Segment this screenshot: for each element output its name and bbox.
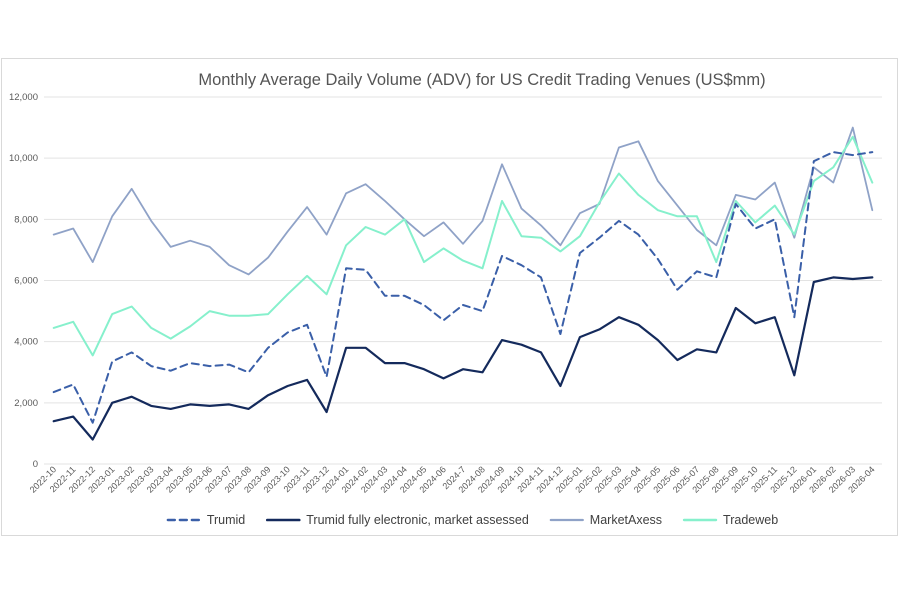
y-tick-label: 2,000 — [14, 398, 38, 409]
series-line-trumid — [52, 151, 874, 424]
series-lines — [52, 126, 874, 441]
chart-title: Monthly Average Daily Volume (ADV) for U… — [198, 71, 765, 89]
x-axis-tick-labels: 2022-102022-112022-122023-012023-022023-… — [28, 464, 877, 494]
legend-label: Trumid — [207, 513, 245, 527]
y-tick-label: 0 — [33, 459, 38, 470]
gridlines — [44, 96, 882, 465]
y-tick-label: 10,000 — [9, 153, 38, 164]
line-chart: Monthly Average Daily Volume (ADV) for U… — [9, 71, 882, 527]
chart-frame: Monthly Average Daily Volume (ADV) for U… — [1, 58, 898, 536]
y-tick-label: 12,000 — [9, 92, 38, 103]
y-axis-tick-labels: 0 2,000 4,000 6,000 8,000 10,000 12,000 — [9, 92, 38, 470]
legend-label: Tradeweb — [723, 513, 778, 527]
legend: Trumid Trumid fully electronic, market as… — [166, 513, 778, 527]
series-line-trumid-fully-electronic-market-assessed — [52, 276, 874, 441]
legend-label: MarketAxess — [590, 513, 662, 527]
y-tick-label: 6,000 — [14, 276, 38, 287]
y-tick-label: 4,000 — [14, 337, 38, 348]
series-line-marketaxess — [52, 126, 874, 276]
legend-label: Trumid fully electronic, market assessed — [306, 513, 529, 527]
series-line-tradeweb — [52, 135, 874, 357]
y-tick-label: 8,000 — [14, 214, 38, 225]
